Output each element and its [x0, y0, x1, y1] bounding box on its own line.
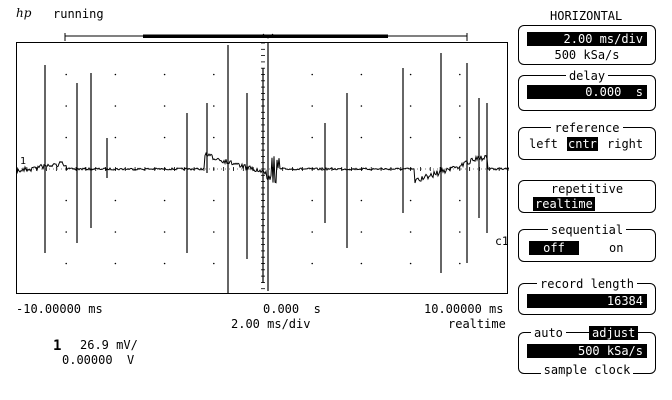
acquisition-status: running	[53, 7, 104, 21]
record-position-bar	[64, 33, 468, 41]
time-center-label: 0.000 s	[263, 302, 321, 316]
reference-left-option[interactable]: left	[529, 137, 558, 151]
reference-right-option[interactable]: right	[607, 137, 644, 151]
sample-clock-adjust-option[interactable]: adjust	[589, 326, 639, 340]
timebase-scale-label: 2.00 ms/div	[231, 317, 311, 331]
acquisition-mode-label: realtime	[448, 317, 506, 331]
repetitive-softkey[interactable]: repetitive realtime	[518, 180, 656, 213]
sequential-on-option[interactable]: on	[609, 241, 624, 255]
channel-1-tag: c1	[495, 234, 509, 248]
channel-number: 1	[53, 338, 62, 354]
delay-value: 0.000 s	[527, 85, 647, 99]
reference-softkey[interactable]: reference left cntr right	[518, 121, 656, 160]
menu-title: HORIZONTAL	[550, 9, 623, 23]
delay-label: delay	[519, 69, 655, 83]
sample-clock-label: sample clock	[519, 363, 655, 377]
hp-logo: hp	[16, 6, 32, 20]
sequential-off-option[interactable]: off	[529, 241, 579, 255]
sample-clock-value: 500 kSa/s	[527, 344, 647, 358]
sequential-label: sequential	[519, 223, 655, 237]
repetitive-label: repetitive	[519, 182, 655, 196]
sample-clock-softkey[interactable]: auto adjust 500 kSa/s sample clock	[518, 326, 656, 377]
delay-softkey[interactable]: delay 0.000 s	[518, 69, 656, 111]
sample-clock-auto-option[interactable]: auto	[531, 326, 566, 340]
sample-rate-readout: 500 kSa/s	[519, 48, 655, 62]
reference-center-option[interactable]: cntr	[567, 137, 598, 151]
record-length-value: 16384	[527, 294, 647, 308]
timebase-softkey[interactable]: 2.00 ms/div 500 kSa/s	[518, 25, 656, 65]
time-right-label: 10.00000 ms	[424, 302, 504, 316]
channel-1-waveform	[17, 43, 509, 293]
graticule	[17, 43, 509, 293]
time-left-label: -10.00000 ms	[16, 302, 103, 316]
record-length-softkey[interactable]: record length 16384	[518, 277, 656, 315]
channel-1-ground-marker: 1	[20, 156, 27, 167]
channel-offset: 0.00000 V	[62, 353, 135, 367]
sequential-softkey[interactable]: sequential off on	[518, 223, 656, 262]
record-length-label: record length	[519, 277, 655, 291]
reference-label: reference	[519, 121, 655, 135]
timebase-value: 2.00 ms/div	[527, 32, 647, 46]
realtime-option[interactable]: realtime	[533, 197, 595, 211]
channel-volts-per-div: 26.9 mV/	[80, 338, 138, 352]
waveform-display[interactable]: 1 c1	[16, 42, 509, 294]
